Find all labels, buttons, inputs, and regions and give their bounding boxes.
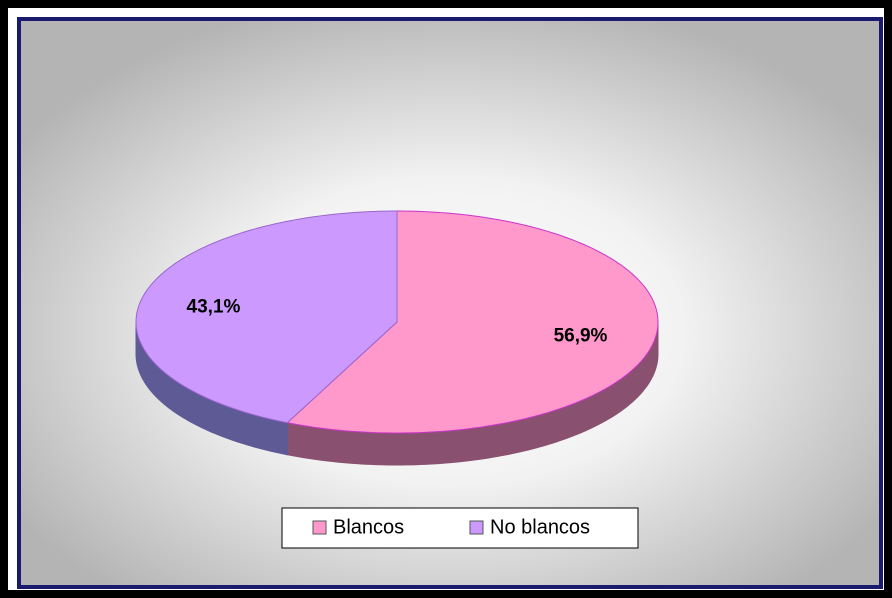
legend-label: No blancos (490, 516, 590, 538)
data-label: 56,9% (554, 325, 608, 346)
legend-label: Blancos (333, 516, 404, 538)
slice (286, 210, 659, 434)
data-label: 43,1% (187, 297, 241, 318)
legend (281, 507, 639, 549)
pie: 56,9% 43,1% (135, 210, 659, 466)
legend-swatch (312, 520, 327, 535)
legend-swatch (469, 520, 484, 535)
slice (135, 210, 398, 424)
